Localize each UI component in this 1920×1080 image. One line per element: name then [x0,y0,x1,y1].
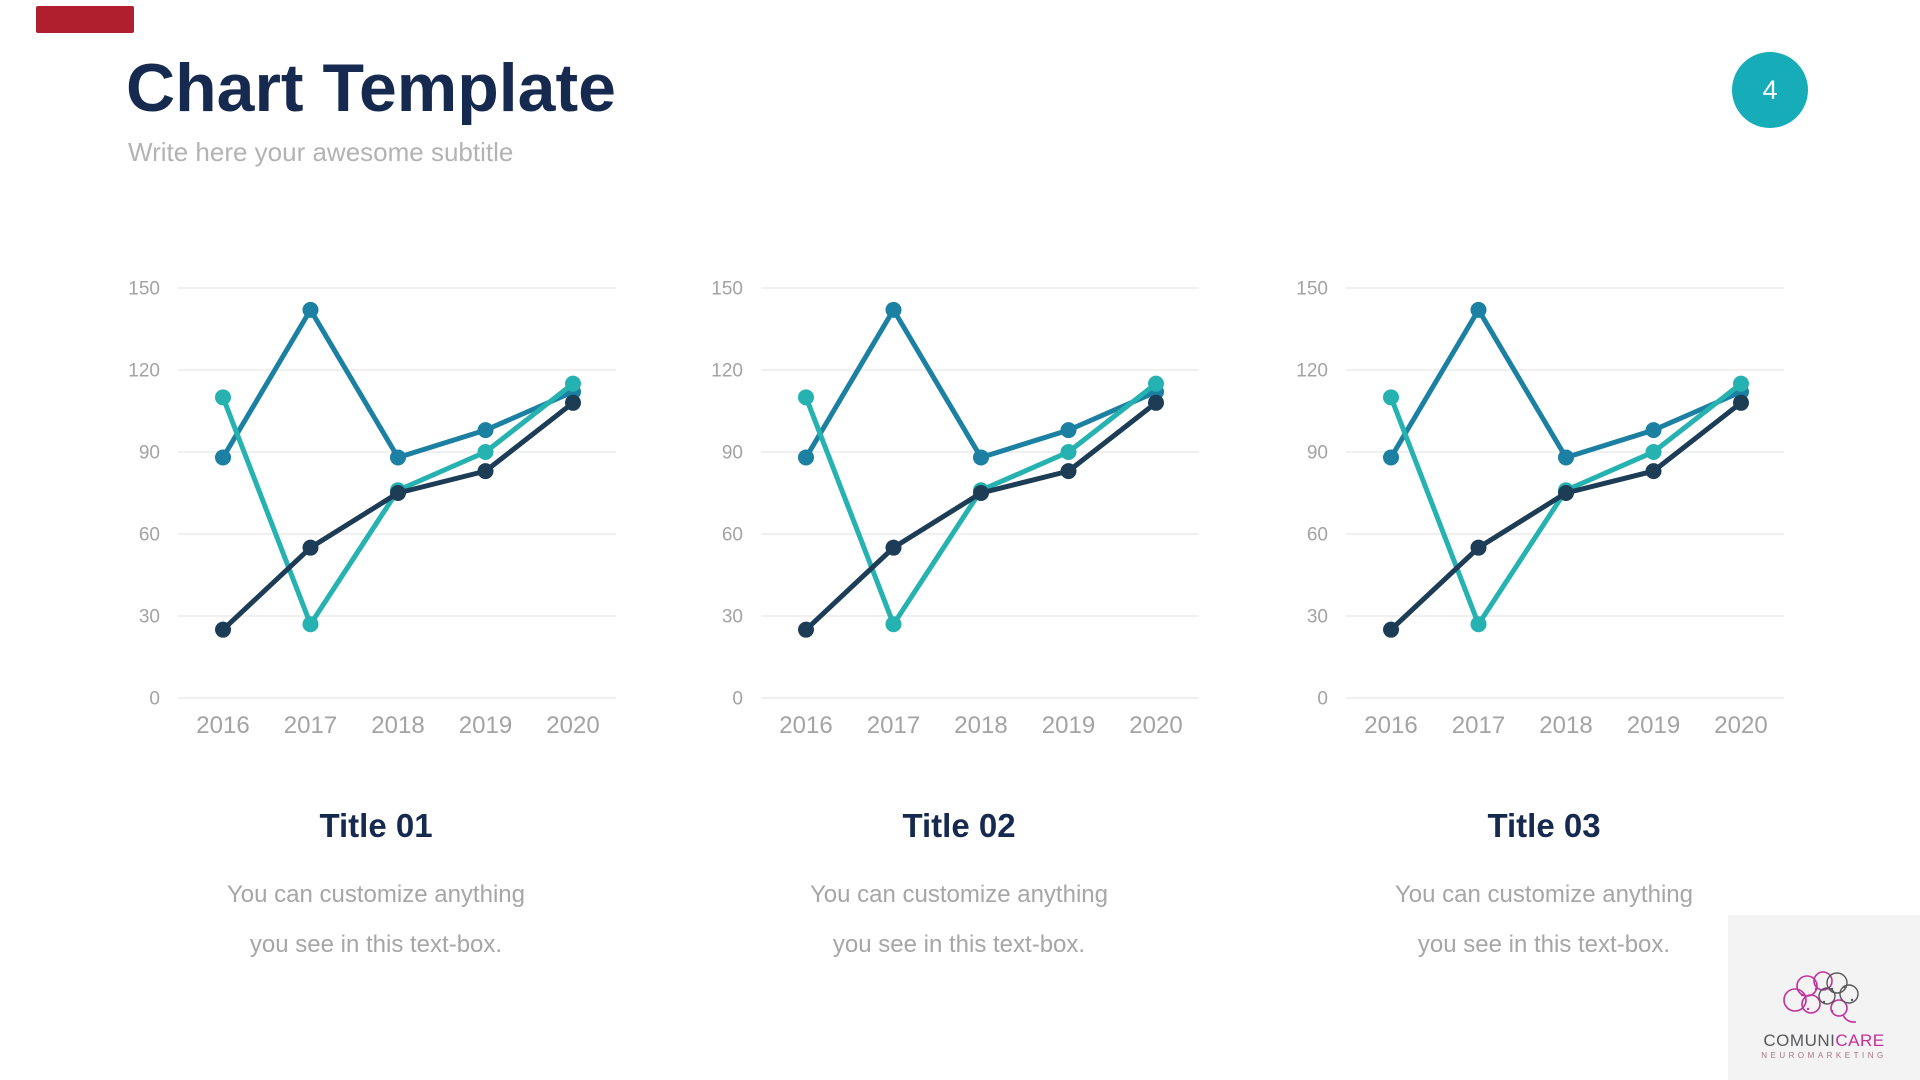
brain-logo-icon [1783,971,1859,1023]
logo-wordmark: COMUNICARE [1728,1031,1920,1051]
chart-1-description: You can customize anything you see in th… [126,870,626,970]
svg-text:90: 90 [722,443,743,464]
svg-text:120: 120 [1296,361,1328,382]
chart-1-description-line2: you see in this text-box. [249,931,503,958]
page-subtitle: Write here your awesome subtitle [128,137,514,167]
chart-3-description-line1: You can customize anything [1395,881,1693,908]
page-number-badge: 4 [1732,52,1808,128]
accent-bar [36,6,134,33]
svg-text:2016: 2016 [196,712,249,739]
svg-text:150: 150 [128,279,160,300]
line-chart-3: 0 30 60 90 120 150 2016 2017 2018 2019 2020 [1296,279,1784,739]
line-chart-1: 0 30 60 90 120 150 2016 2017 2018 2019 2020 [128,279,616,739]
svg-text:30: 30 [1307,607,1328,628]
chart-2-title: Title 02 [902,807,1016,844]
svg-text:120: 120 [128,361,160,382]
svg-text:2020: 2020 [546,712,599,739]
logo-tagline: NEUROMARKETING [1761,1051,1887,1060]
chart-1-description-line1: You can customize anything [227,881,525,908]
logo-wordmark-gray: COMUNI [1763,1031,1836,1050]
svg-text:2017: 2017 [284,712,337,739]
chart-1-title: Title 01 [319,807,433,844]
chart-2-description-line2: you see in this text-box. [832,931,1086,958]
chart-3-title: Title 03 [1487,807,1601,844]
svg-text:0: 0 [1317,689,1328,710]
page-number: 4 [1762,74,1778,105]
svg-text:30: 30 [139,607,160,628]
svg-text:2020: 2020 [1129,712,1182,739]
svg-text:2019: 2019 [459,712,512,739]
svg-text:0: 0 [732,689,743,710]
svg-text:2017: 2017 [867,712,920,739]
svg-text:30: 30 [722,607,743,628]
svg-text:150: 150 [1296,279,1328,300]
svg-text:2016: 2016 [1364,712,1417,739]
chart-3-description: You can customize anything you see in th… [1294,870,1794,970]
svg-text:60: 60 [1307,525,1328,546]
logo-wordmark-pink: CARE [1835,1031,1885,1050]
chart-2-description-line1: You can customize anything [810,881,1108,908]
svg-text:60: 60 [722,525,743,546]
svg-text:2018: 2018 [1539,712,1592,739]
svg-text:2017: 2017 [1452,712,1505,739]
svg-text:150: 150 [711,279,743,300]
svg-text:2019: 2019 [1627,712,1680,739]
svg-text:90: 90 [139,443,160,464]
svg-text:120: 120 [711,361,743,382]
page-title: Chart Template [126,50,616,126]
svg-text:2020: 2020 [1714,712,1767,739]
svg-text:2016: 2016 [779,712,832,739]
svg-text:2018: 2018 [954,712,1007,739]
svg-text:2019: 2019 [1042,712,1095,739]
svg-text:2018: 2018 [371,712,424,739]
logo-box: COMUNICARE NEUROMARKETING [1728,915,1920,1080]
svg-text:60: 60 [139,525,160,546]
chart-3-description-line2: you see in this text-box. [1417,931,1671,958]
svg-text:90: 90 [1307,443,1328,464]
chart-2-description: You can customize anything you see in th… [709,870,1209,970]
svg-text:0: 0 [149,689,160,710]
line-chart-2: 0 30 60 90 120 150 2016 2017 2018 2019 2020 [711,279,1199,739]
